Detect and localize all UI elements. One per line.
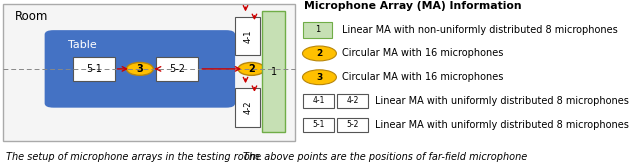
Text: 4-1: 4-1: [312, 97, 324, 105]
FancyBboxPatch shape: [73, 57, 115, 81]
Text: The above points are the positions of far-field microphone: The above points are the positions of fa…: [243, 152, 527, 162]
Text: Room: Room: [15, 10, 48, 23]
FancyBboxPatch shape: [303, 22, 332, 38]
Text: Microphone Array (MA) Information: Microphone Array (MA) Information: [304, 1, 522, 12]
Circle shape: [303, 70, 337, 85]
FancyBboxPatch shape: [337, 118, 368, 132]
FancyBboxPatch shape: [235, 88, 260, 127]
Text: 5-2: 5-2: [346, 120, 358, 129]
Text: 4-1: 4-1: [243, 29, 252, 43]
Text: 2: 2: [316, 49, 323, 58]
FancyBboxPatch shape: [262, 11, 285, 132]
FancyBboxPatch shape: [303, 118, 334, 132]
Text: Circular MA with 16 microphones: Circular MA with 16 microphones: [342, 72, 503, 82]
FancyBboxPatch shape: [303, 94, 334, 108]
Text: 5-1: 5-1: [86, 64, 102, 74]
Text: 4-2: 4-2: [243, 101, 252, 114]
Text: Table: Table: [68, 40, 97, 50]
FancyBboxPatch shape: [235, 16, 260, 55]
FancyBboxPatch shape: [156, 57, 198, 81]
Text: Linear MA with non-uniformly distributed 8 microphones: Linear MA with non-uniformly distributed…: [342, 25, 617, 35]
Circle shape: [238, 62, 265, 75]
Circle shape: [303, 46, 337, 61]
FancyBboxPatch shape: [45, 30, 235, 108]
Circle shape: [127, 62, 153, 75]
Text: Linear MA with uniformly distributed 8 microphones: Linear MA with uniformly distributed 8 m…: [376, 96, 629, 106]
Text: 3: 3: [136, 64, 143, 74]
Text: 2: 2: [248, 64, 255, 74]
FancyBboxPatch shape: [3, 4, 294, 141]
Text: 1: 1: [271, 67, 277, 77]
Text: Linear MA with uniformly distributed 8 microphones: Linear MA with uniformly distributed 8 m…: [376, 120, 629, 130]
FancyBboxPatch shape: [337, 94, 368, 108]
Text: 4-2: 4-2: [346, 97, 358, 105]
Text: 1: 1: [315, 25, 321, 34]
Text: 5-2: 5-2: [169, 64, 185, 74]
Text: 3: 3: [316, 73, 323, 82]
Text: The setup of microphone arrays in the testing room.: The setup of microphone arrays in the te…: [6, 152, 263, 162]
Text: Circular MA with 16 microphones: Circular MA with 16 microphones: [342, 49, 503, 58]
Text: 5-1: 5-1: [312, 120, 324, 129]
